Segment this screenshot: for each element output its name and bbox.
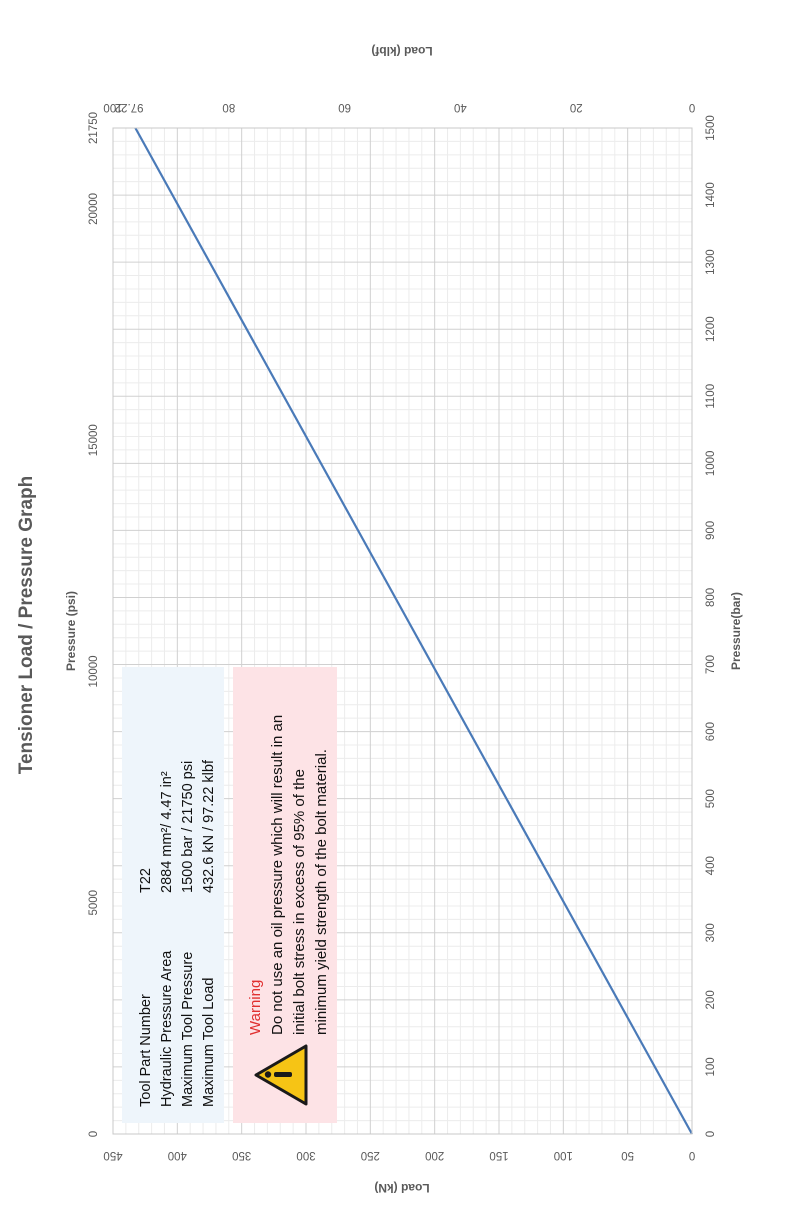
bar-tick-label: 400	[705, 856, 717, 875]
kn-tick-label: 250	[361, 1149, 380, 1161]
kn-tick-label: 50	[621, 1149, 634, 1161]
bar-tick-label: 500	[705, 789, 717, 808]
chart-title: Tensioner Load / Pressure Graph	[16, 476, 37, 774]
kn-tick-label: 400	[168, 1149, 187, 1161]
series-line	[134, 127, 693, 1135]
klbf-tick-label: 100	[103, 101, 122, 113]
info-value-max-load: 432.6 kN / 97.22 klbf	[201, 759, 217, 893]
klbf-tick-label: 60	[338, 101, 351, 113]
bar-tick-label: 1200	[705, 316, 717, 342]
plot-border	[112, 127, 693, 1135]
klbf-axis-label: Load (klbf)	[371, 44, 432, 58]
klbf-tick-label: 20	[570, 101, 583, 113]
info-value-max-pressure: 1500 bar / 21750 psi	[180, 761, 196, 893]
psi-tick-label: 10000	[88, 655, 100, 687]
klbf-extra-tick-label: 97.22	[115, 101, 144, 113]
info-value-part-number: T22	[138, 868, 154, 893]
info-label-max-pressure: Maximum Tool Pressure	[180, 952, 196, 1107]
psi-tick-label: 5000	[88, 890, 100, 916]
bar-tick-label: 0	[705, 1131, 717, 1137]
klbf-tick-label: 40	[454, 101, 467, 113]
psi-tick-label: 0	[88, 1131, 100, 1137]
kn-tick-label: 350	[232, 1149, 251, 1161]
bar-tick-label: 1400	[705, 182, 717, 208]
bar-tick-label: 600	[705, 722, 717, 741]
kn-tick-label: 0	[689, 1149, 695, 1161]
info-label-max-load: Maximum Tool Load	[201, 978, 217, 1108]
bar-tick-label: 700	[705, 655, 717, 674]
tick-labels: 0100200300400500600700800900100011001200…	[88, 101, 717, 1161]
warning-box: Warning Do not use an oil pressure which…	[233, 667, 337, 1123]
psi-tick-label: 15000	[88, 424, 100, 456]
bar-tick-label: 800	[705, 588, 717, 607]
warning-line-2: initial bolt stress in excess of 95% of …	[291, 769, 308, 1035]
kn-tick-label: 150	[489, 1149, 508, 1161]
kn-axis-label: Load (kN)	[374, 1181, 429, 1195]
kn-tick-label: 200	[425, 1149, 444, 1161]
psi-axis-label: Pressure (psi)	[64, 591, 78, 671]
kn-tick-label: 450	[103, 1149, 122, 1161]
warning-triangle-icon	[254, 1044, 308, 1106]
bar-tick-label: 100	[705, 1057, 717, 1076]
bar-tick-label: 1100	[705, 384, 717, 409]
bar-axis-label: Pressure(bar)	[729, 592, 743, 670]
kn-tick-label: 300	[296, 1149, 315, 1161]
info-box-background	[122, 667, 224, 1123]
info-label-part-number: Tool Part Number	[138, 994, 154, 1107]
info-box: Tool Part Number Hydraulic Pressure Area…	[122, 667, 224, 1123]
klbf-tick-label: 0	[689, 101, 695, 113]
psi-tick-label: 20000	[88, 193, 100, 225]
psi-tick-label: 21750	[88, 112, 100, 144]
kn-tick-label: 100	[554, 1149, 573, 1161]
info-label-pressure-area: Hydraulic Pressure Area	[159, 950, 175, 1107]
bar-tick-label: 1300	[705, 249, 717, 275]
bar-tick-label: 1000	[705, 451, 717, 477]
bar-tick-label: 200	[705, 990, 717, 1009]
bar-tick-label: 300	[705, 923, 717, 942]
klbf-tick-label: 80	[222, 101, 235, 113]
info-value-pressure-area: 2884 mm²/ 4.47 in²	[159, 771, 175, 893]
bar-tick-label: 1500	[705, 115, 717, 141]
warning-line-1: Do not use an oil pressure which will re…	[269, 715, 286, 1035]
warning-box-background	[233, 667, 337, 1123]
bar-tick-label: 900	[705, 521, 717, 540]
warning-title: Warning	[247, 980, 264, 1035]
warning-line-3: minimum yield strength of the bolt mater…	[313, 749, 330, 1035]
